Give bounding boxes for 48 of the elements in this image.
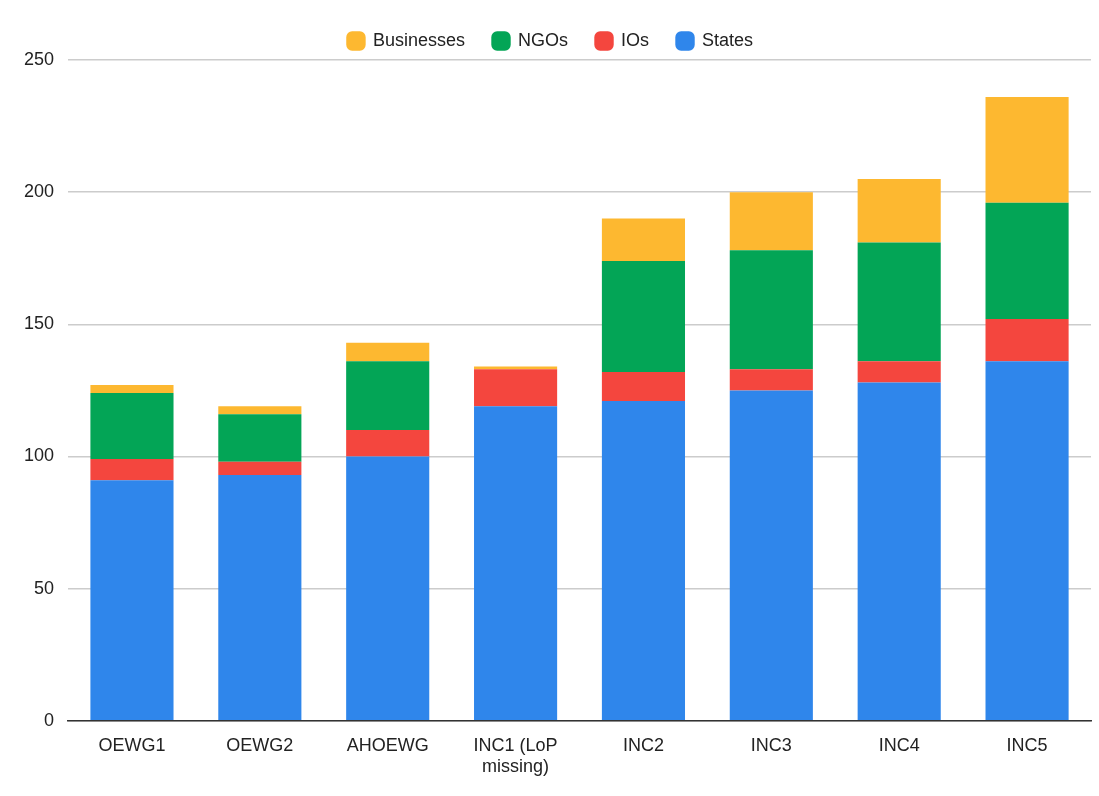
bar xyxy=(346,361,430,431)
bar xyxy=(218,474,302,721)
bar xyxy=(985,202,1069,320)
legend-label: NGOs xyxy=(518,29,569,50)
bar xyxy=(729,250,813,370)
bar xyxy=(218,414,302,462)
bar xyxy=(90,480,174,721)
bar xyxy=(729,369,813,391)
bar xyxy=(985,361,1069,721)
bar xyxy=(474,406,558,721)
bar xyxy=(857,361,941,383)
x-tick-label: INC2 xyxy=(622,734,664,755)
bar xyxy=(90,393,174,460)
bar xyxy=(601,371,686,401)
bar xyxy=(90,459,174,481)
x-tick-label: INC5 xyxy=(1006,734,1048,755)
bar xyxy=(346,342,430,362)
bar xyxy=(346,430,430,457)
bar xyxy=(857,382,941,721)
bar xyxy=(985,319,1069,362)
y-tick-label: 200 xyxy=(23,181,55,202)
bar xyxy=(857,242,941,362)
x-tick-label: OEWG2 xyxy=(226,734,294,755)
y-tick-label: 100 xyxy=(23,445,55,466)
bar xyxy=(601,260,686,372)
bar xyxy=(346,456,430,721)
bar xyxy=(474,369,558,407)
y-tick-label: 150 xyxy=(23,313,55,334)
bar xyxy=(601,218,686,261)
y-tick-label: 50 xyxy=(34,577,55,598)
y-tick-label: 250 xyxy=(23,48,55,69)
x-tick-label: AHOEWG xyxy=(346,734,429,755)
bar xyxy=(218,461,302,475)
legend-label: IOs xyxy=(621,29,650,50)
x-tick-label: INC1 (LoP missing) xyxy=(473,734,558,777)
bar xyxy=(218,406,302,415)
bar xyxy=(729,192,813,251)
x-tick-label: INC3 xyxy=(750,734,792,755)
bar xyxy=(601,400,686,721)
x-tick-label: OEWG1 xyxy=(98,734,166,755)
legend-label: Businesses xyxy=(372,29,466,50)
bar xyxy=(729,390,813,721)
y-tick-label: 0 xyxy=(44,709,55,730)
x-tick-label: INC4 xyxy=(878,734,920,755)
legend-label: States xyxy=(702,29,754,50)
bar xyxy=(857,178,941,243)
bar xyxy=(90,385,174,394)
bar xyxy=(985,97,1069,203)
